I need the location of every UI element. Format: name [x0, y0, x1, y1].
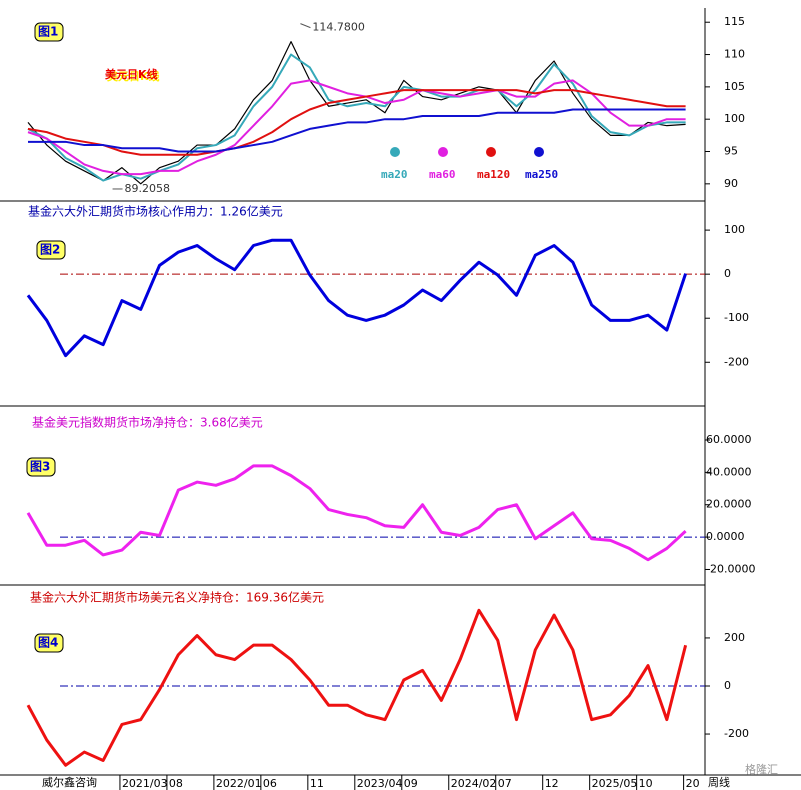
chart-title-shadow: 美元日K线 — [107, 69, 160, 83]
y-tick-label: 100 — [724, 223, 745, 236]
panel-label: 图1 — [38, 25, 58, 39]
panel-title: 基金六大外汇期货市场美元名义净持仓：169.36亿美元 — [30, 590, 324, 605]
legend-label: ma120 — [477, 168, 510, 181]
source-label: 威尔鑫咨询 — [42, 775, 97, 789]
series-line — [27, 89, 686, 156]
y-tick-label: 0.0000 — [706, 530, 745, 543]
x-tick-label: 09 — [404, 777, 418, 790]
legend-marker — [486, 147, 496, 157]
y-tick-label: -100 — [724, 311, 749, 324]
y-tick-label: 20.0000 — [706, 498, 752, 511]
y-tick-label: 40.0000 — [706, 465, 752, 478]
y-tick-label: -200 — [724, 727, 749, 740]
panel-title: 基金美元指数期货市场净持仓：3.68亿美元 — [32, 415, 263, 430]
panel-title: 基金六大外汇期货市场核心作用力：1.26亿美元 — [28, 204, 283, 219]
legend-marker — [438, 147, 448, 157]
y-tick-label: 0 — [724, 267, 731, 280]
x-tick-label: 11 — [310, 777, 324, 790]
x-tick-label: 12 — [545, 777, 559, 790]
y-tick-label: 115 — [724, 15, 745, 28]
chart-title: 美元日K线 — [105, 67, 158, 81]
legend-marker — [534, 147, 544, 157]
y-tick-label: 105 — [724, 80, 745, 93]
x-tick-label: 06 — [263, 777, 277, 790]
legend-label: ma250 — [525, 168, 558, 181]
y-tick-label: 90 — [724, 177, 738, 190]
x-tick-label: 10 — [639, 777, 653, 790]
y-tick-label: 95 — [724, 145, 738, 158]
annotation-leader — [300, 23, 311, 29]
series-line — [27, 79, 686, 176]
x-tick-label: 2024/02 — [451, 777, 497, 790]
series-line — [26, 608, 688, 767]
panel-label-box — [34, 633, 64, 653]
x-tick-label: 2022/01 — [216, 777, 262, 790]
y-tick-label: 60.0000 — [706, 433, 752, 446]
x-tick-label: 07 — [498, 777, 512, 790]
panel-label: 图2 — [40, 243, 60, 257]
period-label: 周线 — [708, 775, 730, 789]
annotation: 89.2058 — [125, 182, 170, 195]
legend-marker — [390, 147, 400, 157]
x-tick-label: 2021/03 — [122, 777, 168, 790]
panel-label-box — [34, 22, 64, 42]
legend-label: ma60 — [429, 168, 456, 181]
series-line — [27, 53, 686, 182]
y-tick-label: -20.0000 — [706, 562, 755, 575]
y-tick-label: 0 — [724, 679, 731, 692]
panel-label: 图3 — [30, 460, 50, 474]
x-tick-label: 2023/04 — [357, 777, 403, 790]
y-tick-label: -200 — [724, 355, 749, 368]
legend-label: ma20 — [381, 168, 408, 181]
x-tick-label: 08 — [169, 777, 183, 790]
panel-label-box — [26, 457, 56, 477]
y-tick-label: 110 — [724, 48, 745, 61]
y-tick-label: 100 — [724, 112, 745, 125]
annotation: 114.7800 — [312, 21, 365, 34]
panel-label: 图4 — [38, 636, 58, 650]
series-line — [26, 464, 687, 562]
panel-label-box — [36, 240, 66, 260]
series-line — [28, 108, 686, 153]
series-line — [26, 238, 688, 358]
y-tick-label: 200 — [724, 631, 745, 644]
x-tick-label: 20 — [686, 777, 700, 790]
x-tick-label: 2025/05 — [592, 777, 638, 790]
price-line — [27, 41, 686, 185]
watermark: 格隆汇 — [745, 762, 778, 776]
